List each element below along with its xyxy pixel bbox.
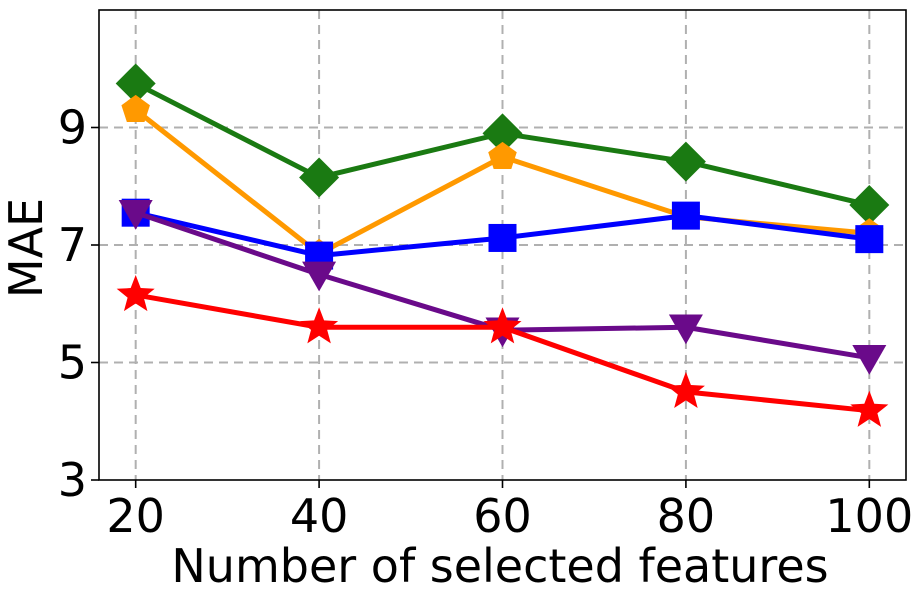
data-point (115, 63, 156, 104)
axis-ticks: 20 40 60 80 100 3 5 7 9 (58, 101, 913, 544)
x-tick-label: 80 (657, 489, 716, 543)
data-point (488, 223, 517, 252)
data-point (300, 307, 339, 344)
data-point (668, 314, 703, 345)
data-point (850, 390, 889, 427)
x-tick-label: 60 (473, 489, 532, 543)
series-star (116, 274, 889, 427)
data-point (855, 225, 884, 254)
data-point (666, 371, 705, 409)
y-tick-label: 3 (58, 453, 87, 507)
x-tick-label: 100 (825, 489, 913, 543)
data-point (488, 141, 517, 170)
y-tick-label: 7 (58, 218, 87, 272)
y-axis-label: MAE (0, 198, 53, 298)
data-point (665, 141, 706, 182)
y-tick-label: 9 (58, 101, 87, 155)
data-point (483, 307, 522, 344)
data-point (849, 185, 890, 226)
data-point (302, 261, 337, 292)
data-point (482, 113, 523, 154)
data-point (852, 345, 887, 375)
series-diamond (115, 63, 890, 226)
data-point (671, 201, 700, 230)
x-axis-label: Number of selected features (171, 539, 828, 591)
x-tick-label: 40 (290, 489, 349, 543)
series-group (115, 63, 890, 427)
data-point (121, 94, 150, 123)
data-point (118, 199, 153, 230)
data-point (299, 157, 340, 198)
x-tick-label: 20 (106, 489, 165, 543)
y-tick-label: 5 (58, 336, 87, 390)
data-point (116, 274, 155, 312)
